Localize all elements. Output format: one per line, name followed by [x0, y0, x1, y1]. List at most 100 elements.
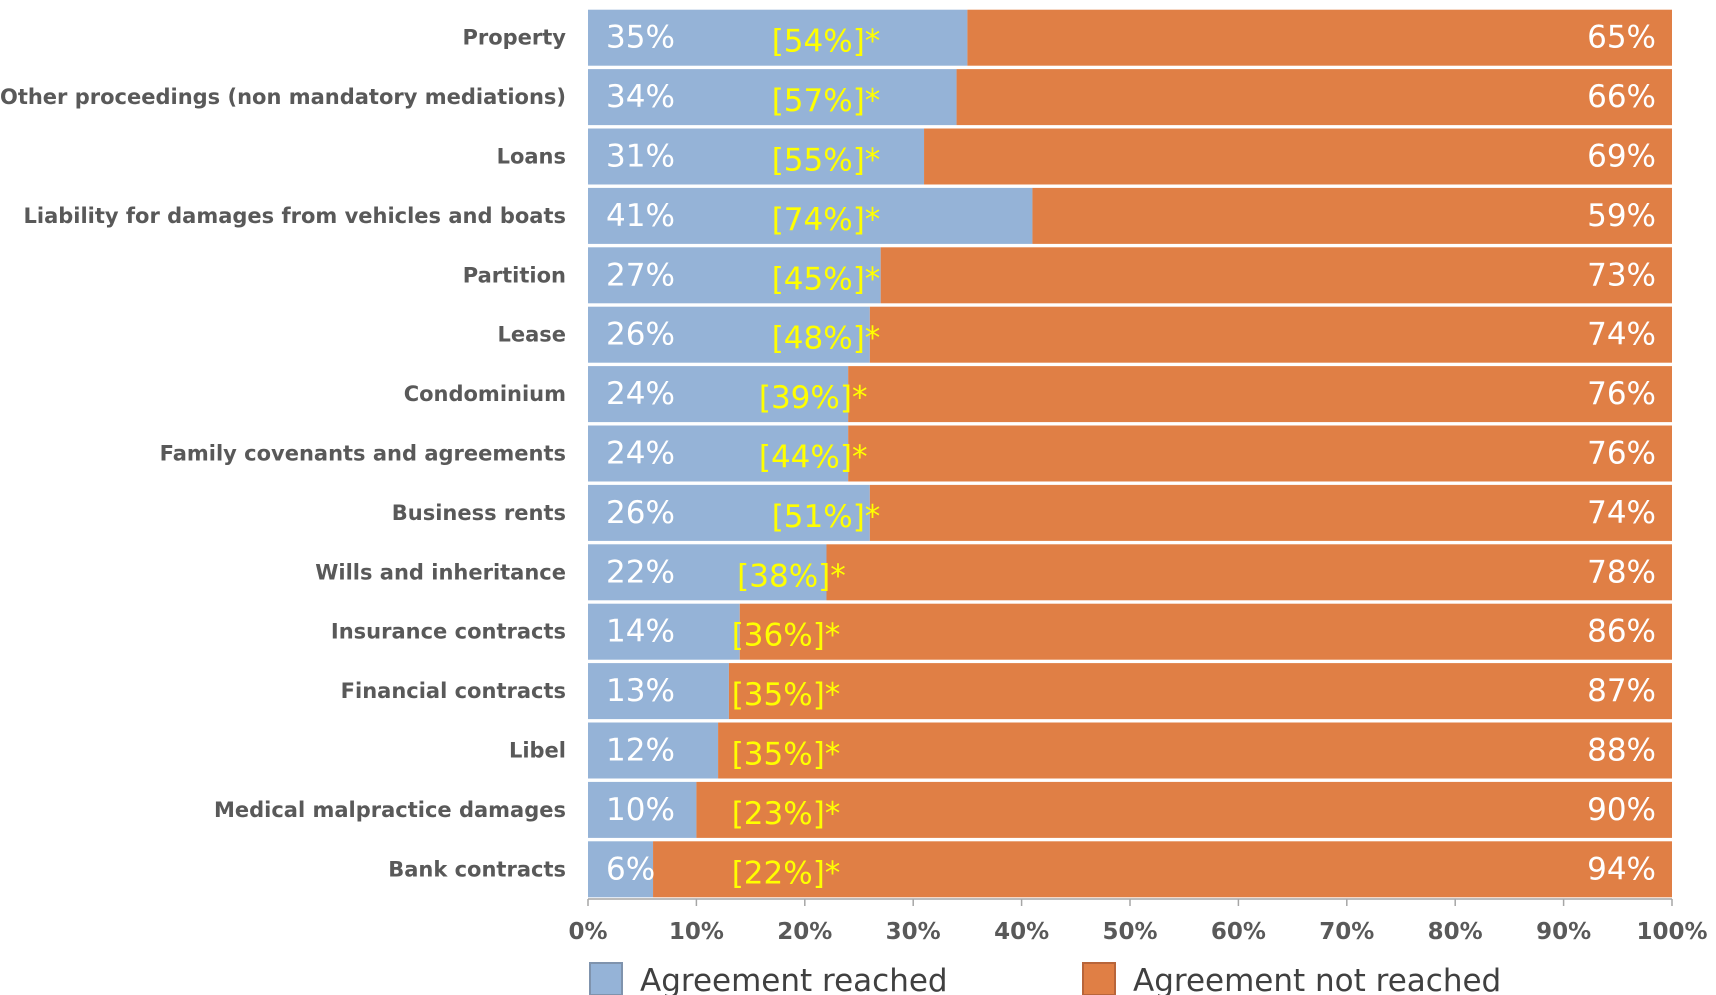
annotation-label: [55%]* — [772, 143, 881, 179]
bar-agreement-not-reached — [869, 484, 1672, 541]
bar-agreement-reached — [588, 544, 827, 601]
legend-swatch-agreement-not-reached — [1082, 962, 1116, 995]
x-tick-label: 90% — [1536, 919, 1591, 945]
value-label-reached: 35% — [606, 20, 675, 56]
x-tick-label: 20% — [777, 919, 832, 945]
annotation-label: [38%]* — [737, 558, 846, 594]
annotation-label: [54%]* — [772, 24, 881, 60]
bar-agreement-not-reached — [718, 722, 1672, 779]
value-label-reached: 34% — [606, 79, 675, 115]
category-label: Liability for damages from vehicles and … — [23, 204, 566, 228]
bar-agreement-reached — [588, 366, 849, 423]
value-label-reached: 6% — [606, 851, 655, 887]
annotation-label: [23%]* — [732, 796, 841, 832]
annotation-label: [36%]* — [732, 618, 841, 654]
value-label-reached: 10% — [606, 792, 675, 828]
bar-agreement-not-reached — [848, 366, 1672, 423]
annotation-label: [35%]* — [732, 737, 841, 773]
bar-agreement-not-reached — [728, 663, 1672, 720]
value-label-not-reached: 94% — [1587, 851, 1656, 887]
annotation-label: [22%]* — [732, 855, 841, 891]
value-label-not-reached: 73% — [1587, 257, 1656, 293]
category-label: Family covenants and agreements — [160, 442, 566, 466]
value-label-not-reached: 74% — [1587, 317, 1656, 353]
bar-agreement-not-reached — [739, 603, 1672, 660]
value-label-not-reached: 76% — [1587, 376, 1656, 412]
value-label-not-reached: 78% — [1587, 554, 1656, 590]
value-label-reached: 24% — [606, 436, 675, 472]
value-label-reached: 31% — [606, 139, 675, 175]
annotation-label: [57%]* — [772, 83, 881, 119]
x-tick-label: 80% — [1428, 919, 1483, 945]
category-label: Libel — [509, 739, 566, 763]
annotation-label: [44%]* — [759, 440, 868, 476]
category-label: Financial contracts — [341, 679, 566, 703]
annotation-label: [45%]* — [772, 261, 881, 297]
category-label: Wills and inheritance — [315, 560, 566, 584]
bar-agreement-reached — [588, 128, 925, 185]
value-label-not-reached: 74% — [1587, 495, 1656, 531]
value-label-reached: 12% — [606, 733, 675, 769]
value-label-reached: 14% — [606, 614, 675, 650]
value-label-reached: 26% — [606, 317, 675, 353]
bar-agreement-not-reached — [1032, 187, 1672, 244]
x-tick-label: 10% — [669, 919, 724, 945]
value-label-reached: 27% — [606, 257, 675, 293]
bar-agreement-not-reached — [967, 9, 1672, 66]
category-label: Loans — [497, 145, 566, 169]
value-label-reached: 22% — [606, 554, 675, 590]
value-label-not-reached: 69% — [1587, 139, 1656, 175]
value-label-reached: 26% — [606, 495, 675, 531]
bar-agreement-not-reached — [880, 247, 1672, 304]
category-label: Other proceedings (non mandatory mediati… — [0, 85, 566, 109]
annotation-label: [48%]* — [772, 321, 881, 357]
bar-agreement-not-reached — [956, 69, 1672, 126]
annotation-label: [35%]* — [732, 677, 841, 713]
bar-agreement-reached — [588, 9, 968, 66]
category-label: Partition — [463, 263, 566, 287]
bar-agreement-not-reached — [696, 781, 1672, 838]
value-label-not-reached: 66% — [1587, 79, 1656, 115]
x-tick-label: 50% — [1102, 919, 1157, 945]
x-tick-label: 40% — [994, 919, 1049, 945]
x-tick-label: 70% — [1319, 919, 1374, 945]
value-label-not-reached: 86% — [1587, 614, 1656, 650]
category-label: Property — [462, 26, 566, 50]
bar-agreement-not-reached — [869, 306, 1672, 363]
bar-agreement-reached — [588, 781, 697, 838]
bar-agreement-not-reached — [826, 544, 1672, 601]
legend-swatch-agreement-reached — [589, 962, 623, 995]
x-tick-label: 60% — [1211, 919, 1266, 945]
bar-agreement-reached — [588, 484, 870, 541]
bar-agreement-reached — [588, 603, 740, 660]
category-label: Bank contracts — [388, 857, 566, 881]
bar-agreement-reached — [588, 722, 719, 779]
bar-agreement-reached — [588, 306, 870, 363]
category-label: Business rents — [392, 501, 566, 525]
bar-agreement-not-reached — [653, 841, 1672, 898]
bar-agreement-not-reached — [924, 128, 1672, 185]
bar-agreement-not-reached — [848, 425, 1672, 482]
x-tick-label: 30% — [886, 919, 941, 945]
value-label-reached: 24% — [606, 376, 675, 412]
category-label: Condominium — [404, 382, 566, 406]
bar-agreement-reached — [588, 841, 654, 898]
x-tick-label: 0% — [568, 919, 607, 945]
bar-agreement-reached — [588, 425, 849, 482]
category-label: Lease — [497, 323, 566, 347]
value-label-reached: 13% — [606, 673, 675, 709]
x-tick-label: 100% — [1636, 919, 1707, 945]
value-label-reached: 41% — [606, 198, 675, 234]
legend-label-agreement-not-reached: Agreement not reached — [1133, 963, 1501, 995]
bar-agreement-reached — [588, 187, 1033, 244]
annotation-label: [39%]* — [759, 380, 868, 416]
bar-agreement-reached — [588, 247, 881, 304]
annotation-label: [74%]* — [772, 202, 881, 238]
value-label-not-reached: 65% — [1587, 20, 1656, 56]
value-label-not-reached: 88% — [1587, 733, 1656, 769]
legend-label-agreement-reached: Agreement reached — [640, 963, 948, 995]
category-label: Medical malpractice damages — [214, 798, 566, 822]
category-label: Insurance contracts — [331, 620, 566, 644]
annotation-label: [51%]* — [772, 499, 881, 535]
